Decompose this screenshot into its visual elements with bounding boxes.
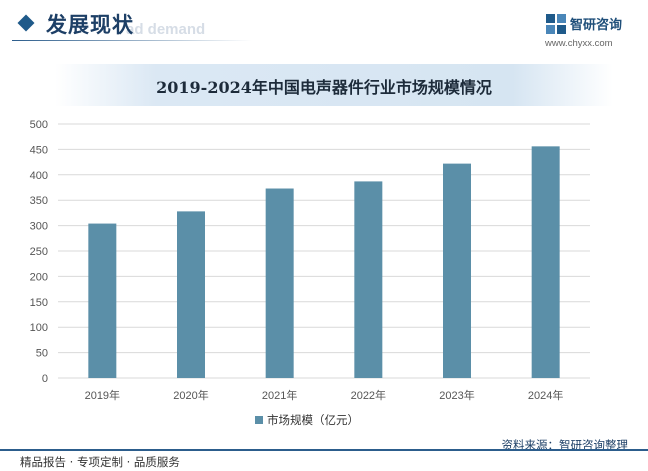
bar	[265, 188, 294, 378]
footer-slogan: 精品报告 · 专项定制 · 品质服务	[20, 455, 180, 469]
x-tick-label: 2024年	[528, 388, 563, 402]
x-tick-label: 2021年	[262, 388, 297, 402]
y-tick-label: 450	[30, 144, 48, 156]
footer-divider	[0, 449, 648, 451]
legend-swatch	[255, 416, 263, 424]
y-tick-label: 50	[36, 348, 48, 360]
y-tick-label: 200	[30, 271, 48, 283]
y-tick-label: 300	[30, 221, 48, 233]
bar	[177, 211, 205, 378]
y-tick-label: 150	[30, 297, 48, 309]
legend-label: 市场规模（亿元）	[267, 413, 359, 427]
brand-name: 智研咨询	[570, 18, 623, 33]
x-tick-label: 2022年	[351, 388, 386, 402]
header-title: 发展现状	[46, 13, 134, 37]
bar	[443, 163, 471, 378]
y-tick-label: 0	[42, 373, 48, 385]
y-tick-label: 100	[30, 322, 48, 334]
brand-logo-icon	[546, 14, 566, 34]
header-bar: ad demand 发展现状 智研咨询 www.chyxx.com	[0, 0, 648, 52]
brand-url: www.chyxx.com	[545, 38, 613, 49]
x-tick-label: 2019年	[85, 388, 120, 402]
x-tick-label: 2020年	[173, 388, 208, 402]
source-note: 资料来源：智研咨询整理	[501, 438, 629, 452]
diamond-icon	[17, 14, 35, 32]
y-tick-label: 250	[30, 246, 48, 258]
y-tick-label: 350	[30, 195, 48, 207]
bar	[354, 181, 383, 378]
title-band	[55, 64, 613, 106]
chart-title: 2019-2024年中国电声器件行业市场规模情况	[156, 78, 492, 97]
bar	[88, 223, 117, 378]
y-tick-label: 400	[30, 170, 48, 182]
header-divider	[12, 40, 252, 41]
bar-chart: 0 50 100 150 200 250 300 350 400 450 500 2019年 2020年…	[30, 119, 590, 427]
y-tick-label: 500	[30, 119, 48, 131]
header-subtitle: ad demand	[126, 21, 206, 38]
x-tick-label: 2023年	[439, 388, 474, 402]
bar	[531, 146, 560, 378]
